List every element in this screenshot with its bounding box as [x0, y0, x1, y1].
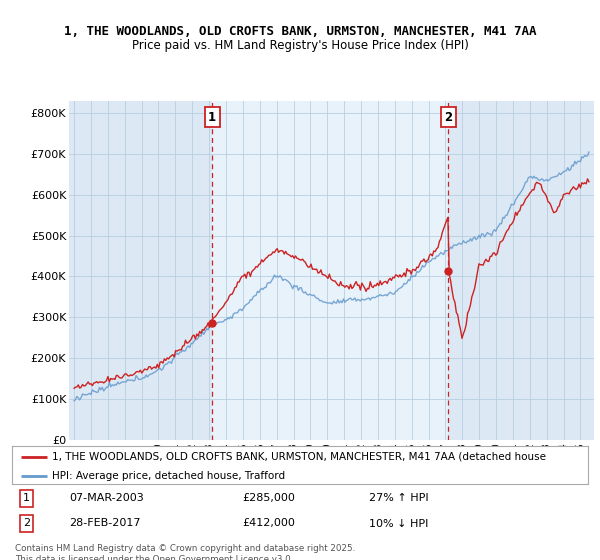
Text: 10% ↓ HPI: 10% ↓ HPI — [369, 519, 428, 529]
Bar — [212, 101, 448, 440]
Text: 27% ↑ HPI: 27% ↑ HPI — [369, 493, 429, 503]
Text: 28-FEB-2017: 28-FEB-2017 — [70, 519, 141, 529]
Text: Contains HM Land Registry data © Crown copyright and database right 2025.
This d: Contains HM Land Registry data © Crown c… — [15, 544, 355, 560]
Text: 2: 2 — [23, 519, 30, 529]
Text: 2: 2 — [444, 111, 452, 124]
Text: HPI: Average price, detached house, Trafford: HPI: Average price, detached house, Traf… — [52, 470, 286, 480]
Text: 1, THE WOODLANDS, OLD CROFTS BANK, URMSTON, MANCHESTER, M41 7AA (detached house: 1, THE WOODLANDS, OLD CROFTS BANK, URMST… — [52, 451, 547, 461]
Text: 1: 1 — [23, 493, 30, 503]
Text: £285,000: £285,000 — [242, 493, 295, 503]
Text: £412,000: £412,000 — [242, 519, 295, 529]
Text: 1: 1 — [208, 111, 216, 124]
Text: 1, THE WOODLANDS, OLD CROFTS BANK, URMSTON, MANCHESTER, M41 7AA: 1, THE WOODLANDS, OLD CROFTS BANK, URMST… — [64, 25, 536, 38]
Text: Price paid vs. HM Land Registry's House Price Index (HPI): Price paid vs. HM Land Registry's House … — [131, 39, 469, 52]
Text: 07-MAR-2003: 07-MAR-2003 — [70, 493, 145, 503]
